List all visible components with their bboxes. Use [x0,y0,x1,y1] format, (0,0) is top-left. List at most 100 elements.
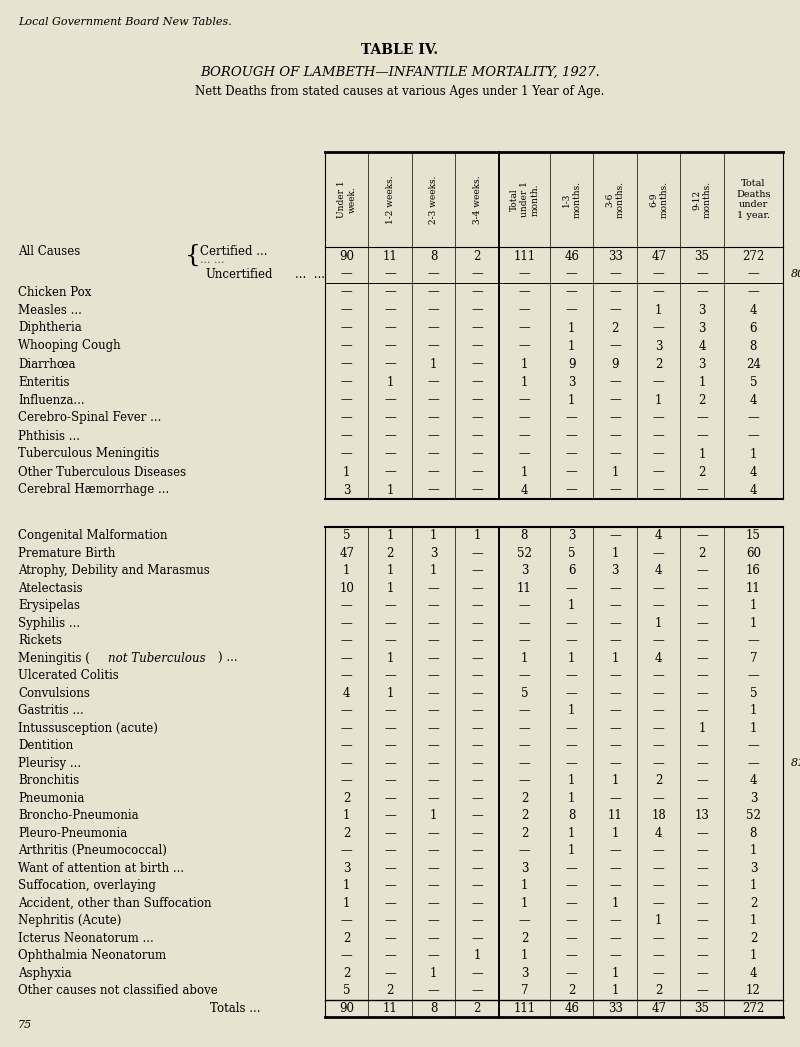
Text: 1: 1 [698,376,706,388]
Text: —: — [566,304,578,316]
Text: —: — [518,599,530,612]
Text: —: — [341,599,353,612]
Text: —: — [566,634,578,647]
Text: 1: 1 [568,394,575,406]
Text: —: — [653,447,665,461]
Text: —: — [653,739,665,752]
Text: —: — [384,809,396,822]
Text: —: — [428,634,439,647]
Text: —: — [696,774,708,787]
Text: —: — [428,914,439,928]
Text: Other causes not classified above: Other causes not classified above [18,984,218,997]
Text: —: — [610,634,621,647]
Text: Local Government Board New Tables.: Local Government Board New Tables. [18,17,232,27]
Text: 4: 4 [521,484,528,496]
Text: —: — [566,411,578,424]
Text: —: — [747,669,759,683]
Text: 8: 8 [568,809,575,822]
Text: —: — [518,394,530,406]
Text: —: — [696,827,708,840]
Text: Totals ...: Totals ... [210,1002,261,1015]
Text: 3: 3 [521,564,528,577]
Text: Cerebral Hæmorrhage ...: Cerebral Hæmorrhage ... [18,484,170,496]
Text: Pneumonia: Pneumonia [18,792,84,805]
Text: —: — [518,411,530,424]
Text: —: — [696,669,708,683]
Text: 2: 2 [386,547,394,560]
Text: 3: 3 [521,862,528,874]
Text: —: — [696,705,708,717]
Text: —: — [471,651,483,665]
Text: —: — [747,286,759,298]
Text: —: — [518,286,530,298]
Text: 47: 47 [651,249,666,263]
Text: Intussusception (acute): Intussusception (acute) [18,721,158,735]
Text: 3: 3 [568,376,575,388]
Text: —: — [471,739,483,752]
Text: —: — [610,529,621,542]
Text: —: — [471,547,483,560]
Text: 7: 7 [521,984,528,997]
Text: —: — [696,984,708,997]
Text: 90: 90 [339,1002,354,1015]
Text: 33: 33 [608,249,622,263]
Text: 1: 1 [386,582,394,595]
Text: —: — [471,599,483,612]
Text: 8: 8 [750,339,757,353]
Text: —: — [653,484,665,496]
Text: 35: 35 [694,249,710,263]
Text: —: — [384,339,396,353]
Text: —: — [428,721,439,735]
Text: —: — [653,582,665,595]
Text: 1: 1 [611,896,619,910]
Text: —: — [566,429,578,443]
Text: 6: 6 [750,321,757,334]
Text: —: — [471,321,483,334]
Text: —: — [384,634,396,647]
Text: —: — [696,484,708,496]
Text: —: — [610,429,621,443]
Text: 1: 1 [430,966,438,980]
Text: —: — [384,844,396,857]
Text: 47: 47 [339,547,354,560]
Text: —: — [341,429,353,443]
Text: 1: 1 [750,879,757,892]
Text: —: — [384,774,396,787]
Text: 9: 9 [611,357,619,371]
Text: 1: 1 [611,547,619,560]
Text: 13: 13 [694,809,710,822]
Text: —: — [384,599,396,612]
Text: —: — [384,721,396,735]
Text: —: — [341,447,353,461]
Text: —: — [518,447,530,461]
Text: 80: 80 [791,269,800,279]
Text: 1: 1 [750,705,757,717]
Text: —: — [384,966,396,980]
Text: —: — [696,651,708,665]
Text: Total
under 1
month.: Total under 1 month. [510,181,539,218]
Text: Broncho-Pneumonia: Broncho-Pneumonia [18,809,138,822]
Text: —: — [341,634,353,647]
Text: —: — [566,862,578,874]
Text: 3: 3 [430,547,438,560]
Text: —: — [696,862,708,874]
Text: 1: 1 [655,394,662,406]
Text: —: — [610,411,621,424]
Text: —: — [653,634,665,647]
Text: 6: 6 [568,564,575,577]
Text: 1: 1 [474,529,481,542]
Text: Ulcerated Colitis: Ulcerated Colitis [18,669,118,683]
Text: BOROUGH OF LAMBETH—INFANTILE MORTALITY, 1927.: BOROUGH OF LAMBETH—INFANTILE MORTALITY, … [200,66,600,79]
Text: —: — [610,721,621,735]
Text: —: — [696,879,708,892]
Text: —: — [471,879,483,892]
Text: 4: 4 [655,529,662,542]
Text: —: — [384,447,396,461]
Text: —: — [653,376,665,388]
Text: —: — [610,792,621,805]
Text: —: — [471,357,483,371]
Text: 4: 4 [655,564,662,577]
Text: —: — [471,862,483,874]
Text: Icterus Neonatorum ...: Icterus Neonatorum ... [18,932,154,944]
Text: —: — [384,896,396,910]
